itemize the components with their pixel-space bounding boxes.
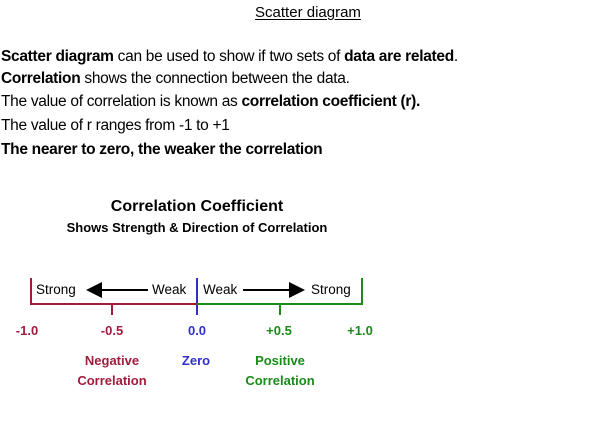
label-weak-right: Weak (203, 282, 238, 297)
text-line-2: Correlation shows the connection between… (1, 68, 350, 90)
diagram-subtitle: Shows Strength & Direction of Correlatio… (66, 220, 328, 235)
text-line-4: The value of r ranges from -1 to +1 (1, 115, 230, 137)
tick-label-pos-1: +1.0 (347, 323, 373, 338)
negative-label-line1: Negative (84, 353, 140, 368)
text-span: . (453, 48, 458, 65)
text-bold: Scatter diagram (1, 48, 114, 65)
text-line-3: The value of correlation is known as cor… (1, 91, 420, 113)
text-bold: data are related (344, 48, 454, 65)
page-title: Scatter diagram (255, 4, 361, 21)
text-line-5: The nearer to zero, the weaker the corre… (1, 139, 323, 161)
positive-label-line2: Correlation (245, 373, 315, 388)
negative-label-line2: Correlation (77, 373, 147, 388)
text-bold: Correlation (1, 70, 81, 87)
zero-correlation-label: Zero (182, 351, 210, 371)
text-span: The nearer to zero, the weaker the corre… (1, 141, 323, 158)
label-weak-left: Weak (152, 282, 187, 297)
diagram-title: Correlation Coefficient (110, 198, 284, 215)
correlation-coefficient-diagram: Correlation Coefficient Shows Strength &… (0, 190, 420, 390)
text-span: The value of r ranges from -1 to +1 (1, 117, 230, 134)
negative-correlation-label: Negative Correlation (77, 351, 146, 391)
positive-label-line1: Positive (255, 353, 305, 368)
text-span: The value of correlation is known as (1, 93, 242, 110)
text-span: can be used to show if two sets of (113, 48, 345, 65)
text-bold: correlation coefficient (r). (241, 93, 420, 110)
zero-label: Zero (181, 353, 211, 368)
tick-label-zero: 0.0 (187, 323, 207, 338)
scale-graphic (30, 278, 363, 315)
tick-label-pos-half: +0.5 (266, 323, 292, 338)
label-strong-right: Strong (311, 282, 351, 297)
tick-label-neg-1: -1.0 (15, 323, 39, 338)
positive-correlation-label: Positive Correlation (245, 351, 314, 391)
label-strong-left: Strong (36, 282, 76, 297)
tick-label-neg-half: -0.5 (100, 323, 124, 338)
text-line-1: Scatter diagram can be used to show if t… (1, 46, 458, 68)
text-span: shows the connection between the data. (80, 70, 350, 87)
